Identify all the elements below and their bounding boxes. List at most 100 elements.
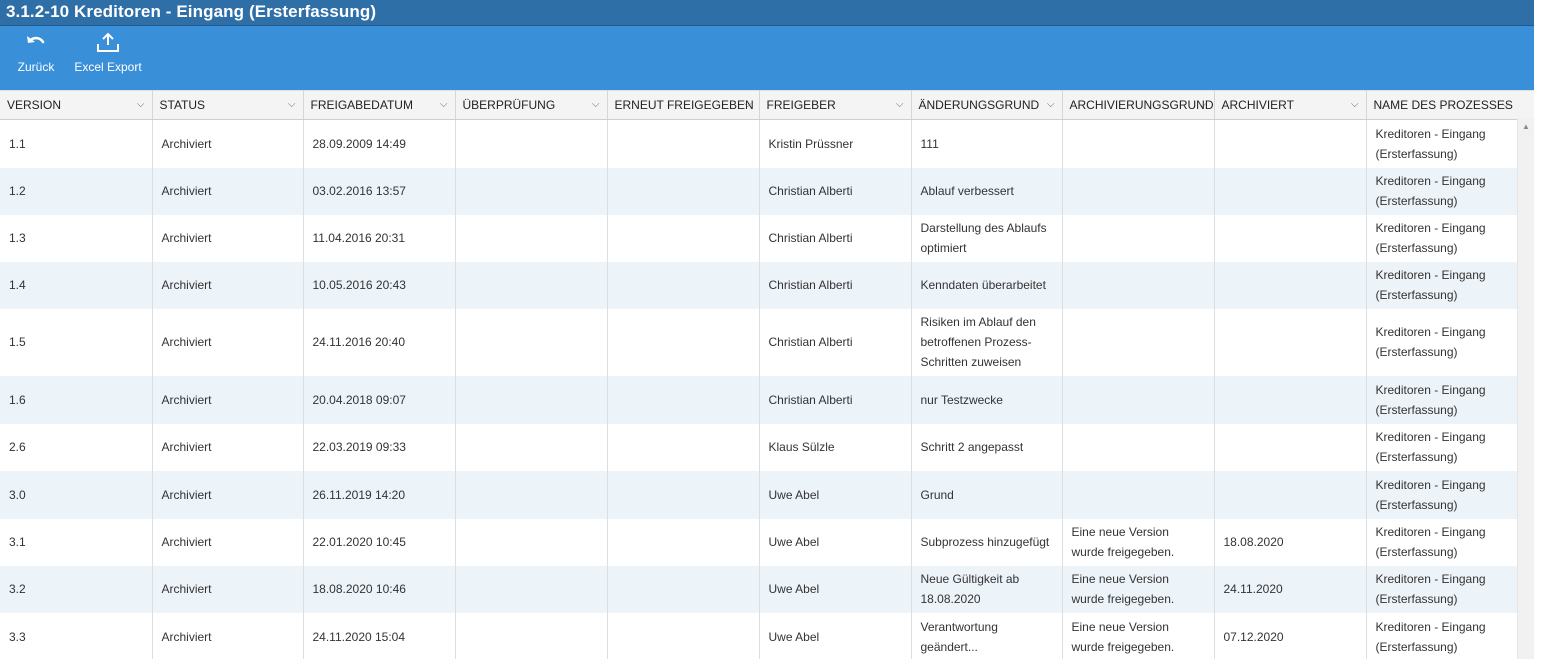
- column-header-label: NAME DES PROZESSES: [1373, 98, 1513, 112]
- chevron-down-icon[interactable]: ⌵: [287, 99, 296, 110]
- table-cell: Archiviert: [152, 119, 304, 168]
- table-cell: 26.11.2019 14:20: [303, 470, 456, 519]
- table-cell: Kreditoren - Eingang (Ersterfassung): [1366, 612, 1517, 659]
- column-header[interactable]: STATUS ⌵: [152, 90, 304, 120]
- table-cell: Grund: [911, 470, 1063, 519]
- table-cell: Uwe Abel: [759, 565, 912, 613]
- table-cell: [455, 261, 608, 309]
- vertical-scrollbar[interactable]: ▲: [1517, 118, 1534, 659]
- table-cell: Uwe Abel: [759, 518, 912, 566]
- column-header[interactable]: ARCHIVIERT ⌵: [1214, 90, 1367, 120]
- table-cell: Archiviert: [152, 167, 304, 215]
- chevron-down-icon[interactable]: ⌵: [136, 99, 145, 110]
- table-cell: nur Testzwecke: [911, 375, 1063, 424]
- table-cell: Kristin Prüssner: [759, 119, 912, 168]
- table-cell: [607, 119, 760, 168]
- table-cell: Neue Gültigkeit ab 18.08.2020: [911, 565, 1063, 613]
- chevron-down-icon[interactable]: ⌵: [439, 99, 448, 110]
- table-header-row: VERSION ⌵ STATUS ⌵ FREIGABEDATUM ⌵ ÜBERPRÜFUNG…: [0, 90, 1517, 120]
- table-cell: [1214, 308, 1367, 376]
- table-cell: [455, 167, 608, 215]
- table-cell: Uwe Abel: [759, 470, 912, 519]
- column-header-label: FREIGABEDATUM: [310, 98, 413, 112]
- table-cell: 1.3: [0, 214, 153, 262]
- table-cell: Archiviert: [152, 375, 304, 424]
- scroll-up-arrow-icon[interactable]: ▲: [1522, 122, 1530, 131]
- table-cell: Ablauf verbessert: [911, 167, 1063, 215]
- chevron-down-icon[interactable]: ⌵: [1046, 99, 1055, 110]
- table-row[interactable]: 3.0 Archiviert 26.11.2019 14:20 Uwe Abel Gru…: [0, 470, 1517, 519]
- table-cell: [455, 375, 608, 424]
- table-cell: Kenndaten überarbeitet: [911, 261, 1063, 309]
- table-cell: 24.11.2020: [1214, 565, 1367, 613]
- chevron-down-icon[interactable]: ⌵: [895, 99, 904, 110]
- chevron-down-icon[interactable]: ⌵: [591, 99, 600, 110]
- table-cell: [1062, 470, 1215, 519]
- excel-export-label: Excel Export: [74, 60, 142, 74]
- table-cell: [607, 214, 760, 262]
- table-cell: [607, 308, 760, 376]
- column-header-label: ARCHIVIERUNGSGRUND: [1069, 98, 1214, 112]
- column-header[interactable]: VERSION ⌵: [0, 90, 153, 120]
- table-cell: [607, 565, 760, 613]
- table-row[interactable]: 3.2 Archiviert 18.08.2020 10:46 Uwe Abel Neu…: [0, 565, 1517, 613]
- column-header-label: ARCHIVIERT: [1221, 98, 1294, 112]
- table-cell: Archiviert: [152, 565, 304, 613]
- chevron-down-icon[interactable]: ⌵: [743, 99, 752, 110]
- column-header[interactable]: NAME DES PROZESSES ⌵: [1366, 90, 1517, 120]
- table-cell: 24.11.2020 15:04: [303, 612, 456, 659]
- table-cell: [607, 167, 760, 215]
- table-cell: [1062, 423, 1215, 471]
- table-cell: 03.02.2016 13:57: [303, 167, 456, 215]
- table-cell: [455, 565, 608, 613]
- table-row[interactable]: 1.1 Archiviert 28.09.2009 14:49 Kristin Prü…: [0, 119, 1517, 168]
- chevron-down-icon[interactable]: ⌵: [1350, 99, 1359, 110]
- table-row[interactable]: 1.2 Archiviert 03.02.2016 13:57 Christian A…: [0, 167, 1517, 215]
- table-row[interactable]: 3.3 Archiviert 24.11.2020 15:04 Uwe Abel Ver…: [0, 612, 1517, 659]
- excel-export-button[interactable]: Excel Export: [74, 32, 142, 74]
- column-header[interactable]: FREIGABEDATUM ⌵: [303, 90, 456, 120]
- table-row[interactable]: 1.5 Archiviert 24.11.2016 20:40 Christian A…: [0, 308, 1517, 376]
- table-cell: [1062, 214, 1215, 262]
- chevron-down-icon[interactable]: ⌵: [1198, 99, 1207, 110]
- table-cell: Kreditoren - Eingang (Ersterfassung): [1366, 470, 1517, 519]
- table-cell: 20.04.2018 09:07: [303, 375, 456, 424]
- table-cell: Kreditoren - Eingang (Ersterfassung): [1366, 261, 1517, 309]
- versions-table: VERSION ⌵ STATUS ⌵ FREIGABEDATUM ⌵ ÜBERPRÜFUNG…: [0, 90, 1517, 659]
- table-cell: 28.09.2009 14:49: [303, 119, 456, 168]
- table-cell: Darstellung des Ablaufs optimiert: [911, 214, 1063, 262]
- table-cell: [607, 423, 760, 471]
- table-cell: Kreditoren - Eingang (Ersterfassung): [1366, 423, 1517, 471]
- table-cell: Archiviert: [152, 470, 304, 519]
- table-row[interactable]: 3.1 Archiviert 22.01.2020 10:45 Uwe Abel Sub…: [0, 518, 1517, 566]
- table-row[interactable]: 1.6 Archiviert 20.04.2018 09:07 Christian A…: [0, 375, 1517, 424]
- column-header-label: FREIGEBER: [766, 98, 836, 112]
- column-header-label: ÜBERPRÜFUNG: [462, 98, 556, 112]
- table-cell: Archiviert: [152, 518, 304, 566]
- table-row[interactable]: 1.4 Archiviert 10.05.2016 20:43 Christian A…: [0, 261, 1517, 309]
- table-cell: Eine neue Version wurde freigegeben.: [1062, 565, 1215, 613]
- table-cell: Christian Alberti: [759, 214, 912, 262]
- chevron-down-icon[interactable]: ⌵: [1501, 99, 1510, 110]
- column-header[interactable]: ERNEUT FREIGEGEBEN ⌵: [607, 90, 760, 120]
- table-cell: 2.6: [0, 423, 153, 471]
- table-cell: Christian Alberti: [759, 261, 912, 309]
- upload-export-icon: [74, 32, 142, 56]
- column-header[interactable]: ÄNDERUNGSGRUND ⌵: [911, 90, 1063, 120]
- table-row[interactable]: 1.3 Archiviert 11.04.2016 20:31 Christian A…: [0, 214, 1517, 262]
- table-cell: 22.03.2019 09:33: [303, 423, 456, 471]
- column-header[interactable]: ARCHIVIERUNGSGRUND ⌵: [1062, 90, 1215, 120]
- table-cell: 1.5: [0, 308, 153, 376]
- table-cell: 24.11.2016 20:40: [303, 308, 456, 376]
- table-cell: Kreditoren - Eingang (Ersterfassung): [1366, 565, 1517, 613]
- toolbar: Zurück Excel Export: [0, 26, 1534, 90]
- table-cell: [1214, 214, 1367, 262]
- column-header[interactable]: FREIGEBER ⌵: [759, 90, 912, 120]
- back-button[interactable]: Zurück: [13, 32, 59, 74]
- column-header[interactable]: ÜBERPRÜFUNG ⌵: [455, 90, 608, 120]
- table-row[interactable]: 2.6 Archiviert 22.03.2019 09:33 Klaus Sülzl…: [0, 423, 1517, 471]
- table-cell: [1062, 119, 1215, 168]
- table-cell: [1062, 375, 1215, 424]
- column-header-label: STATUS: [159, 98, 206, 112]
- table-cell: [1214, 470, 1367, 519]
